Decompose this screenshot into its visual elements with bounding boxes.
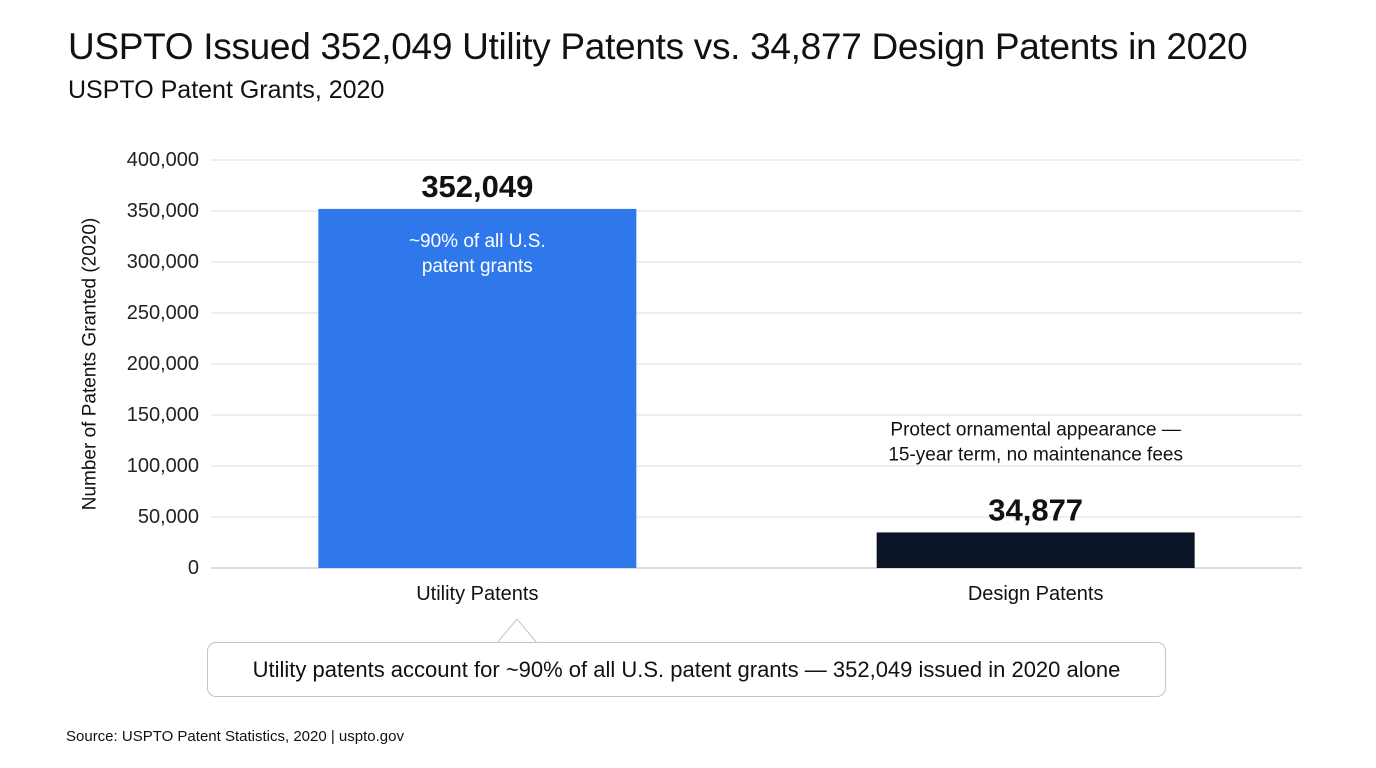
y-tick-label: 150,000 [127,404,199,426]
y-tick-label: 350,000 [127,200,199,222]
data-label: 34,877 [988,492,1083,527]
source-note: Source: USPTO Patent Statistics, 2020 | … [66,728,404,745]
bar-annotation: Protect ornamental appearance — [890,419,1180,440]
bar-annotation: 15-year term, no maintenance fees [888,444,1183,465]
bar [876,532,1195,568]
y-tick-label: 250,000 [127,302,199,324]
y-tick-label: 200,000 [127,353,199,375]
bar-annotation: patent grants [422,256,533,277]
x-tick-label: Design Patents [968,583,1104,605]
bar [318,208,637,568]
callout-pointer [496,618,538,644]
data-label: 352,049 [421,169,533,204]
y-axis-label: Number of Patents Granted (2020) [80,218,101,511]
callout-box: Utility patents account for ~90% of all … [207,642,1166,697]
bar-annotation: ~90% of all U.S. [409,231,546,252]
y-tick-label: 300,000 [127,251,199,273]
y-tick-label: 400,000 [127,149,199,171]
y-tick-label: 50,000 [138,506,199,528]
chart-subtitle: USPTO Patent Grants, 2020 [68,76,385,104]
chart-title: USPTO Issued 352,049 Utility Patents vs.… [68,26,1248,67]
y-tick-label: 100,000 [127,455,199,477]
x-tick-label: Utility Patents [416,583,538,605]
callout-text: Utility patents account for ~90% of all … [252,656,1121,682]
y-tick-label: 0 [188,557,199,579]
